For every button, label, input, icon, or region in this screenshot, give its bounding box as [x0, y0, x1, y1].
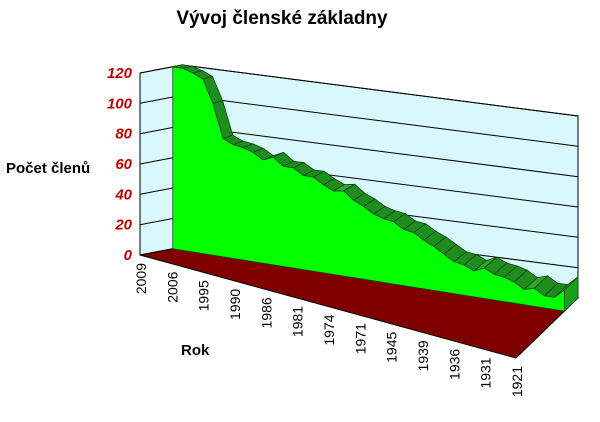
- y-tick-label: 100: [107, 95, 133, 112]
- chart-title: Vývoj členské základny: [176, 8, 388, 29]
- x-tick-label: 1971: [352, 323, 368, 354]
- x-tick-label: 1990: [227, 289, 243, 320]
- x-axis-label: Rok: [181, 342, 210, 359]
- x-tick-label: 1921: [509, 366, 525, 397]
- area-front-face: [172, 66, 565, 312]
- x-tick-label: 1931: [478, 357, 494, 388]
- y-tick-label: 20: [114, 217, 132, 234]
- y-tick-label: 60: [115, 156, 132, 173]
- x-tick-label: 1974: [321, 314, 337, 345]
- x-tick-label: 1945: [384, 331, 400, 362]
- area-end-cap: [564, 275, 579, 313]
- x-tick-label: 2006: [164, 271, 180, 302]
- y-tick-label: 40: [114, 186, 132, 203]
- y-tick-label: 0: [124, 247, 133, 264]
- x-tick-label: 1936: [446, 349, 462, 380]
- y-axis-label: Počet členů: [6, 160, 90, 177]
- y-tick-label: 80: [115, 126, 132, 143]
- y-tick-label: 120: [107, 65, 133, 82]
- y-ticks: 0 20 40 60 80 100 120: [107, 65, 133, 264]
- x-tick-label: 1981: [290, 306, 306, 337]
- series-area: [172, 64, 579, 313]
- x-tick-label: 1939: [415, 340, 431, 371]
- x-tick-label: 1995: [196, 280, 212, 311]
- x-tick-label: 1986: [258, 297, 274, 328]
- x-ticks: 2009 2006 1995 1990 1986 1981 1974 1971 1945 1939…: [133, 263, 525, 397]
- x-tick-label: 2009: [133, 263, 149, 294]
